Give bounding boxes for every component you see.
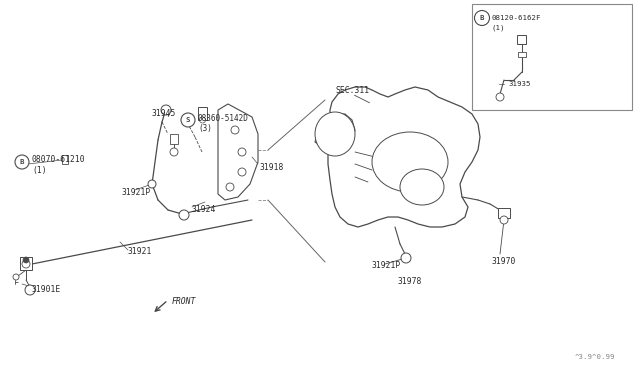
Circle shape — [226, 183, 234, 191]
Polygon shape — [218, 104, 258, 200]
Text: S: S — [186, 117, 190, 123]
Circle shape — [22, 260, 30, 268]
Text: B: B — [20, 159, 24, 165]
Text: 08360-5142D: 08360-5142D — [198, 113, 249, 122]
Circle shape — [23, 257, 29, 263]
Text: (1): (1) — [492, 25, 506, 31]
Circle shape — [474, 10, 490, 26]
Text: 08120-6162F: 08120-6162F — [492, 15, 541, 21]
Circle shape — [401, 253, 411, 263]
Circle shape — [170, 148, 178, 156]
Text: B: B — [480, 15, 484, 21]
Text: 31945: 31945 — [152, 109, 177, 119]
Circle shape — [148, 180, 156, 188]
Text: ^3.9^0.99: ^3.9^0.99 — [575, 354, 615, 360]
Text: SEC.311: SEC.311 — [335, 86, 369, 94]
Circle shape — [500, 216, 508, 224]
Text: 31921: 31921 — [128, 247, 152, 257]
Circle shape — [231, 126, 239, 134]
Polygon shape — [315, 114, 355, 154]
Ellipse shape — [400, 169, 444, 205]
Circle shape — [181, 113, 195, 127]
Circle shape — [13, 274, 19, 280]
Bar — [62, 155, 68, 164]
Bar — [498, 208, 510, 218]
Circle shape — [179, 210, 189, 220]
Bar — [198, 107, 207, 120]
Bar — [518, 35, 527, 44]
Circle shape — [238, 148, 246, 156]
Text: 31970: 31970 — [492, 257, 516, 266]
Bar — [170, 134, 178, 144]
Text: 31901E: 31901E — [32, 285, 61, 295]
Text: 31935: 31935 — [509, 81, 531, 87]
Circle shape — [200, 117, 205, 123]
Bar — [472, 4, 632, 110]
Circle shape — [496, 93, 504, 101]
Ellipse shape — [315, 112, 355, 156]
Polygon shape — [328, 87, 480, 227]
Ellipse shape — [372, 132, 448, 192]
Text: 31921P: 31921P — [122, 187, 151, 196]
Circle shape — [15, 155, 29, 169]
Text: 31978: 31978 — [398, 278, 422, 286]
Circle shape — [238, 168, 246, 176]
Text: 08070-61210: 08070-61210 — [32, 155, 86, 164]
Text: FRONT: FRONT — [172, 298, 196, 307]
Text: 31918: 31918 — [260, 163, 284, 171]
Circle shape — [161, 105, 171, 115]
Text: 31921P: 31921P — [372, 260, 401, 269]
Polygon shape — [20, 257, 32, 270]
Text: (1): (1) — [32, 166, 47, 174]
Bar — [518, 52, 526, 57]
Text: 31924: 31924 — [192, 205, 216, 215]
Circle shape — [25, 285, 35, 295]
Text: (3): (3) — [198, 124, 212, 132]
